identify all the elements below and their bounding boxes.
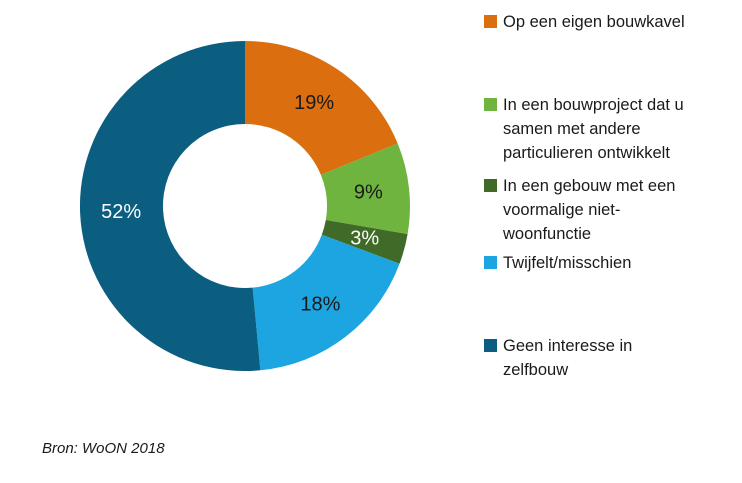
legend-item-1: In een bouwproject dat u samen met ander… — [484, 93, 728, 165]
legend-item-4: Geen interesse in zelfbouw — [484, 334, 728, 382]
chart-legend: Op een eigen bouwkavel In een bouwproject… — [484, 0, 734, 420]
legend-swatch-2 — [484, 179, 497, 192]
slice-label-2: 3% — [350, 227, 379, 249]
source-note: Bron: WoON 2018 — [42, 440, 165, 457]
legend-swatch-3 — [484, 256, 497, 269]
legend-label-1: In een bouwproject dat u samen met ander… — [503, 96, 684, 162]
donut-slice-2 — [321, 219, 408, 264]
slice-label-3: 18% — [300, 294, 340, 316]
slice-label-1: 9% — [354, 182, 383, 204]
legend-item-2: In een gebouw met een voormalige niet- w… — [484, 174, 728, 246]
legend-item-0: Op een eigen bouwkavel — [484, 10, 728, 34]
legend-swatch-0 — [484, 15, 497, 28]
legend-label-0: Op een eigen bouwkavel — [503, 13, 685, 31]
slice-label-4: 52% — [101, 201, 141, 223]
legend-label-4: Geen interesse in zelfbouw — [503, 337, 633, 379]
slice-label-0: 19% — [294, 92, 334, 114]
donut-chart: 19% 9% 3% 18% 52% — [79, 41, 410, 371]
legend-item-3: Twijfelt/misschien — [484, 251, 728, 275]
legend-label-3: Twijfelt/misschien — [503, 254, 632, 272]
legend-swatch-1 — [484, 98, 497, 111]
donut-slice-1 — [320, 143, 410, 235]
donut-slice-0 — [245, 41, 398, 175]
donut-slice-4 — [79, 41, 261, 371]
legend-label-2: In een gebouw met een voormalige niet- w… — [503, 177, 676, 243]
donut-slice-3 — [252, 234, 400, 371]
legend-swatch-4 — [484, 339, 497, 352]
